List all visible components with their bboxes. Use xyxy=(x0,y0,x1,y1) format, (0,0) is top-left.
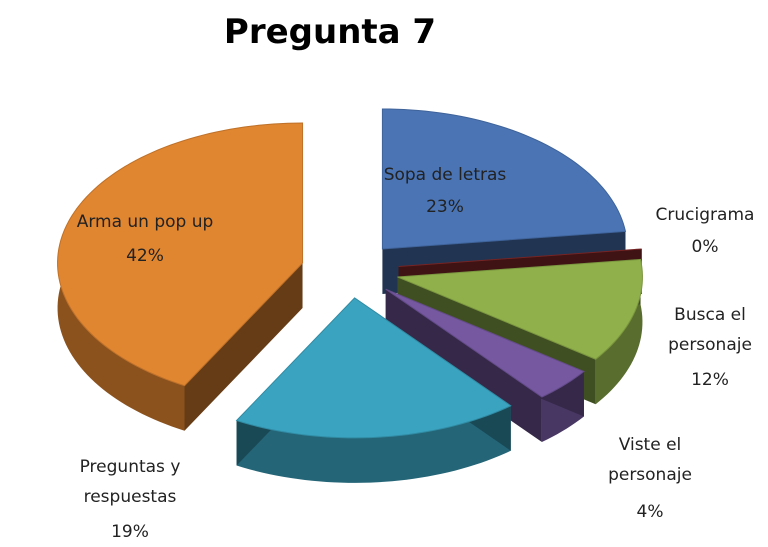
slice-label: Sopa de letras xyxy=(383,165,507,185)
slice-tops xyxy=(57,108,643,439)
pie-slice xyxy=(397,258,643,360)
slice-label: Arma un pop up xyxy=(76,212,214,232)
slice-value-label: 0% xyxy=(691,237,719,257)
pie-slice xyxy=(385,288,585,398)
pie-slice xyxy=(235,297,512,439)
slice-label: Crucigrama xyxy=(655,205,755,225)
slice-label: Preguntas y respuestas xyxy=(79,457,181,507)
slice-value-label: 23% xyxy=(426,197,464,217)
slice-value-label: 12% xyxy=(691,370,729,390)
pie-slice xyxy=(381,108,627,250)
slice-side xyxy=(595,259,643,405)
slice-value-label: 19% xyxy=(111,522,149,542)
slice-label: Busca el personaje xyxy=(668,305,752,355)
slice-value-label: 42% xyxy=(126,246,164,266)
slice-label: Viste el personaje xyxy=(608,435,692,485)
slice-value-label: 4% xyxy=(636,502,664,522)
slice-edge xyxy=(184,263,303,431)
slice-side xyxy=(236,405,511,483)
pie-slice xyxy=(57,122,304,387)
chart-title: Pregunta 7 xyxy=(223,12,437,52)
